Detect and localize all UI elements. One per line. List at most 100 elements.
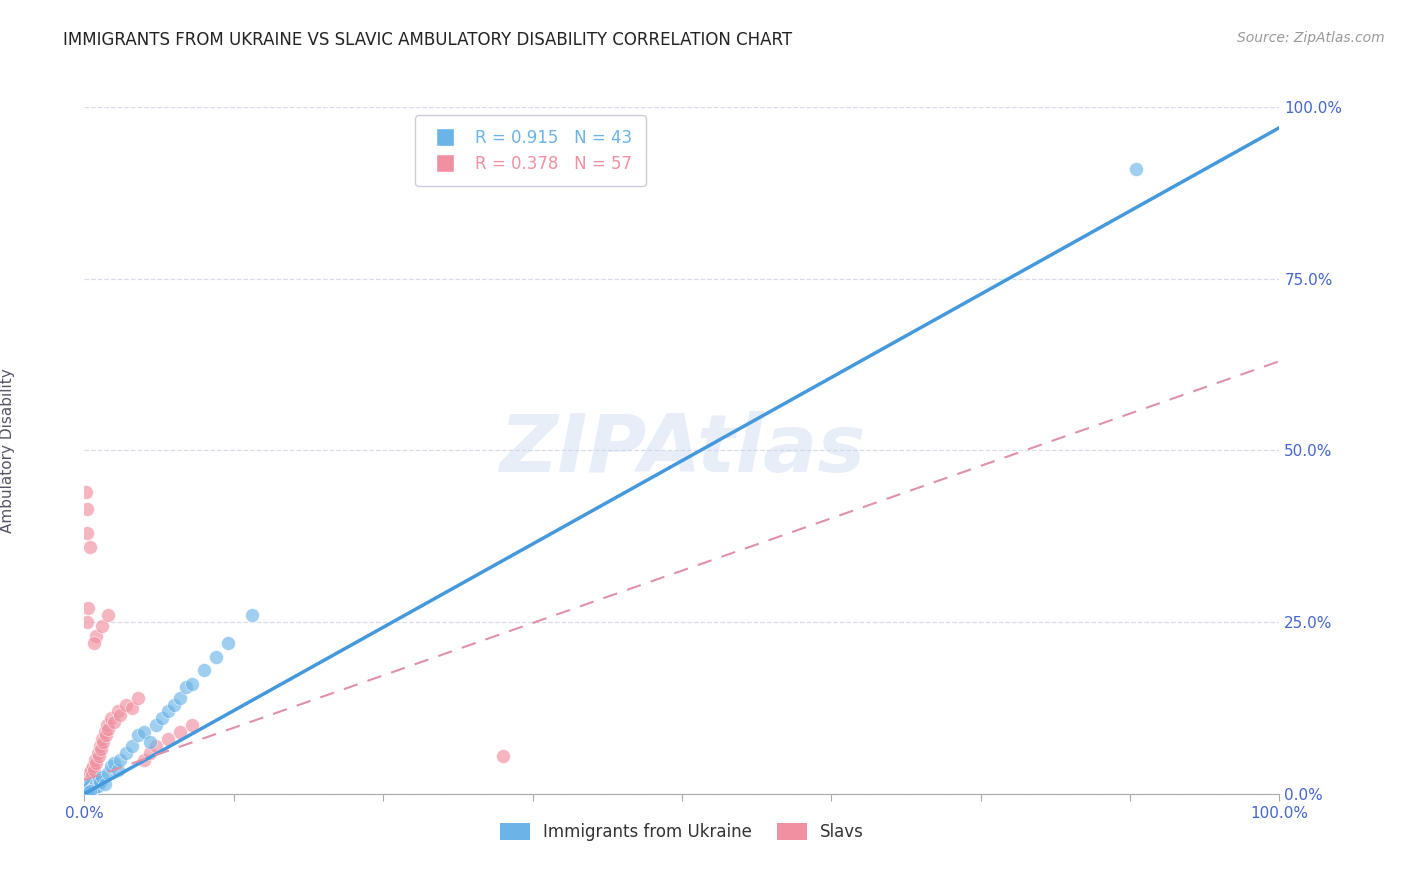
- Point: [115, 698, 138, 712]
- Text: Source: ZipAtlas.com: Source: ZipAtlas.com: [1237, 31, 1385, 45]
- Point: [84, 753, 107, 767]
- Point: [75, 484, 97, 499]
- Point: [76, 501, 98, 516]
- Point: [181, 677, 204, 691]
- Point: [77, 782, 100, 797]
- Point: [492, 749, 515, 764]
- Point: [139, 746, 162, 760]
- Point: [174, 681, 197, 695]
- Point: [75, 783, 97, 797]
- Point: [79, 766, 101, 780]
- Point: [91, 731, 114, 746]
- Point: [84, 780, 107, 794]
- Point: [107, 763, 129, 777]
- Point: [157, 705, 180, 719]
- Point: [77, 779, 100, 793]
- Text: IMMIGRANTS FROM UKRAINE VS SLAVIC AMBULATORY DISABILITY CORRELATION CHART: IMMIGRANTS FROM UKRAINE VS SLAVIC AMBULA…: [63, 31, 793, 49]
- Point: [127, 690, 149, 705]
- Point: [76, 773, 98, 788]
- Point: [100, 759, 122, 773]
- Point: [87, 749, 110, 764]
- Point: [77, 779, 100, 793]
- Point: [110, 707, 132, 722]
- Point: [77, 774, 100, 789]
- Point: [79, 784, 101, 798]
- Point: [91, 618, 114, 632]
- Point: [121, 701, 143, 715]
- Point: [157, 731, 180, 746]
- Point: [79, 780, 101, 794]
- Point: [150, 711, 173, 725]
- Point: [96, 718, 118, 732]
- Point: [80, 767, 103, 781]
- Point: [169, 690, 191, 705]
- Point: [205, 649, 228, 664]
- Point: [76, 780, 98, 795]
- Point: [103, 756, 125, 770]
- Point: [83, 763, 105, 777]
- Point: [83, 780, 105, 795]
- Point: [91, 770, 114, 784]
- Point: [121, 739, 143, 753]
- Point: [79, 772, 101, 786]
- Point: [80, 763, 103, 777]
- Point: [76, 780, 98, 795]
- Point: [83, 636, 105, 650]
- Point: [77, 770, 100, 784]
- Point: [86, 776, 108, 790]
- Point: [240, 608, 263, 623]
- Point: [77, 785, 100, 799]
- Point: [82, 783, 104, 797]
- Point: [181, 718, 204, 732]
- Point: [107, 705, 129, 719]
- Point: [79, 780, 101, 794]
- Point: [89, 774, 111, 789]
- Point: [77, 782, 100, 797]
- Point: [163, 698, 186, 712]
- Point: [93, 725, 115, 739]
- Point: [100, 711, 122, 725]
- Point: [76, 776, 98, 790]
- Point: [97, 766, 120, 780]
- Y-axis label: Ambulatory Disability: Ambulatory Disability: [0, 368, 15, 533]
- Point: [75, 781, 97, 796]
- Point: [217, 636, 239, 650]
- Point: [94, 729, 117, 743]
- Point: [132, 753, 156, 767]
- Point: [79, 540, 101, 554]
- Point: [82, 781, 104, 796]
- Point: [87, 773, 110, 788]
- Point: [86, 779, 108, 793]
- Point: [89, 739, 111, 753]
- Point: [145, 739, 167, 753]
- Point: [86, 629, 108, 643]
- Point: [76, 525, 98, 540]
- Point: [93, 735, 115, 749]
- Legend: Immigrants from Ukraine, Slavs: Immigrants from Ukraine, Slavs: [494, 816, 870, 847]
- Point: [110, 753, 132, 767]
- Point: [193, 663, 215, 677]
- Point: [76, 780, 98, 794]
- Point: [93, 776, 115, 790]
- Point: [103, 714, 125, 729]
- Point: [77, 781, 100, 796]
- Point: [139, 735, 162, 749]
- Text: ZIPAtlas: ZIPAtlas: [499, 411, 865, 490]
- Point: [86, 756, 108, 770]
- Point: [97, 608, 120, 623]
- Point: [1125, 161, 1147, 176]
- Point: [86, 746, 108, 760]
- Point: [75, 780, 97, 794]
- Point: [76, 782, 98, 797]
- Point: [127, 729, 149, 743]
- Point: [97, 722, 120, 736]
- Point: [82, 759, 104, 773]
- Point: [80, 782, 103, 797]
- Point: [169, 725, 191, 739]
- Point: [77, 776, 100, 790]
- Point: [76, 615, 98, 630]
- Point: [115, 746, 138, 760]
- Point: [76, 780, 98, 794]
- Point: [79, 778, 101, 792]
- Point: [77, 601, 100, 615]
